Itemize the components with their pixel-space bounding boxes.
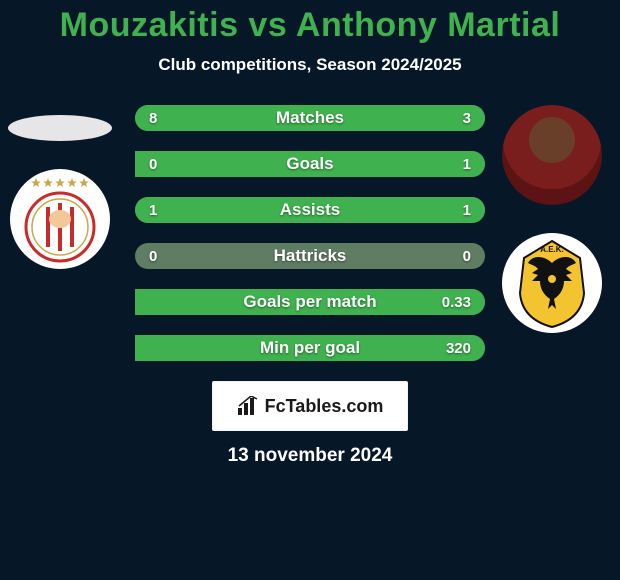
page-title: Mouzakitis vs Anthony Martial bbox=[0, 0, 620, 45]
stat-bar-fill-right bbox=[135, 289, 485, 315]
stat-bars: Matches83 Goals01 Assists11 Hattricks0 0 Goal… bbox=[135, 105, 485, 361]
left-column bbox=[8, 105, 112, 269]
aek-icon: Α.Ε.Κ. bbox=[502, 233, 602, 333]
stat-label: Hattricks bbox=[135, 246, 485, 266]
olympiacos-icon bbox=[10, 169, 110, 269]
stat-bar: Assists11 bbox=[135, 197, 485, 223]
right-column: Α.Ε.Κ. bbox=[502, 105, 602, 333]
brand-badge[interactable]: FcTables.com bbox=[212, 381, 408, 431]
stat-bar-fill-left bbox=[135, 197, 310, 223]
stat-bar: Matches83 bbox=[135, 105, 485, 131]
brand-chart-icon bbox=[237, 396, 259, 416]
stat-bar: Min per goal320 bbox=[135, 335, 485, 361]
club-badge-aek: Α.Ε.Κ. bbox=[502, 233, 602, 333]
main-area: Α.Ε.Κ. Matches83 Goals01 Assists11 Hattrick… bbox=[0, 105, 620, 467]
stat-value-right: 0 bbox=[463, 248, 471, 265]
club-badge-olympiacos bbox=[10, 169, 110, 269]
stat-bar-fill-right bbox=[135, 335, 485, 361]
infographic-date: 13 november 2024 bbox=[0, 445, 620, 467]
page-subtitle: Club competitions, Season 2024/2025 bbox=[0, 55, 620, 75]
stat-bar-fill-right bbox=[391, 105, 486, 131]
stat-bar-fill-right bbox=[310, 197, 485, 223]
stat-bar: Goals01 bbox=[135, 151, 485, 177]
stat-bar-fill-left bbox=[135, 105, 391, 131]
stat-bar: Hattricks0 0 bbox=[135, 243, 485, 269]
brand-label: FcTables.com bbox=[265, 396, 384, 417]
stat-bar: Goals per match0.33 bbox=[135, 289, 485, 315]
player-right-photo bbox=[502, 105, 602, 205]
comparison-card: Mouzakitis vs Anthony Martial Club compe… bbox=[0, 0, 620, 580]
aek-badge-text: Α.Ε.Κ. bbox=[540, 245, 564, 254]
stat-bar-fill-right bbox=[135, 151, 485, 177]
stat-value-left: 0 bbox=[149, 248, 157, 265]
player-left-photo-placeholder bbox=[8, 115, 112, 141]
player-face-icon bbox=[502, 105, 602, 205]
